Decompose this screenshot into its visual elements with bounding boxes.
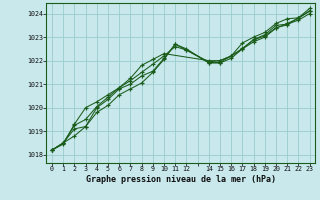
X-axis label: Graphe pression niveau de la mer (hPa): Graphe pression niveau de la mer (hPa) [86,175,276,184]
